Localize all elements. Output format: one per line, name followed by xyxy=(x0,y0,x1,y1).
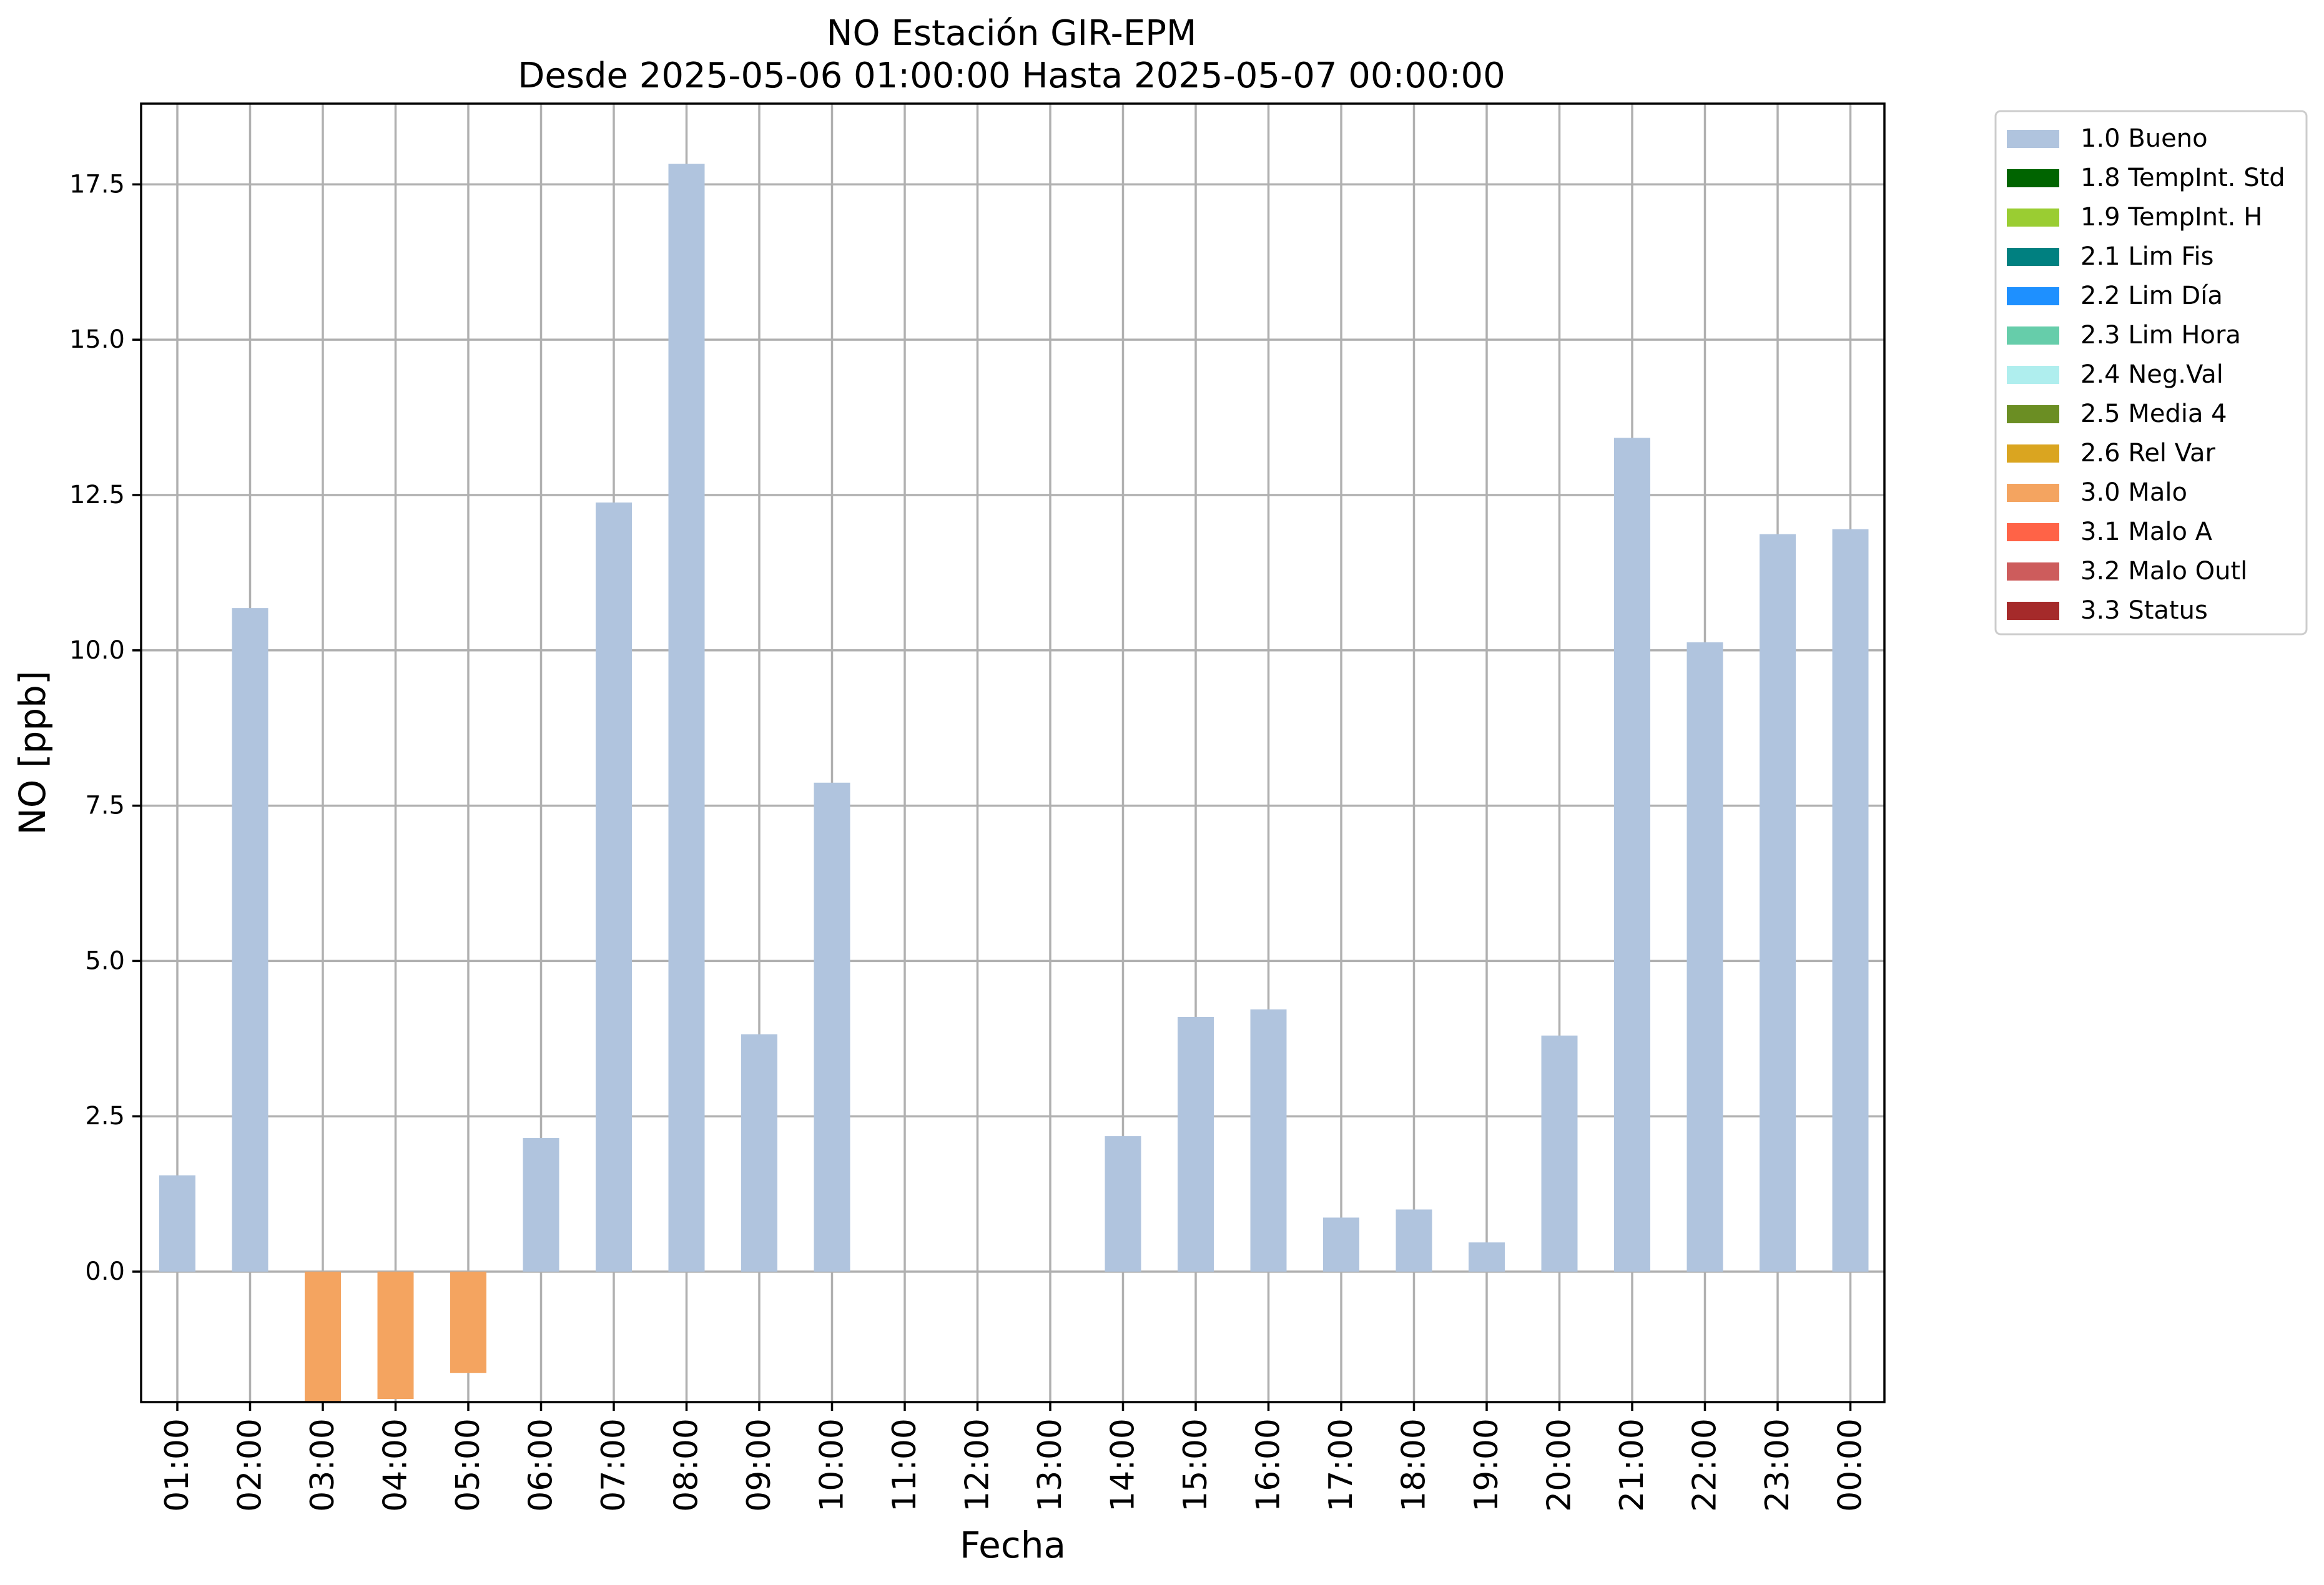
y-tick-label: 10.0 xyxy=(69,636,125,665)
bar xyxy=(232,608,268,1272)
bar xyxy=(1832,529,1869,1272)
legend-swatch xyxy=(2007,209,2059,227)
legend-label: 2.3 Lim Hora xyxy=(2080,321,2241,350)
chart-title: NO Estación GIR-EPM xyxy=(827,13,1197,54)
legend-swatch xyxy=(2007,287,2059,305)
bar xyxy=(1541,1035,1578,1272)
legend-swatch xyxy=(2007,130,2059,148)
y-tick-label: 12.5 xyxy=(69,481,125,509)
y-tick-label: 5.0 xyxy=(85,946,125,975)
x-tick-label: 21:00 xyxy=(1613,1418,1651,1512)
x-tick-label: 04:00 xyxy=(377,1418,415,1512)
legend-swatch xyxy=(2007,366,2059,384)
x-tick-label: 11:00 xyxy=(886,1418,923,1512)
bar xyxy=(814,782,850,1272)
x-tick-label: 10:00 xyxy=(814,1418,851,1512)
legend-swatch xyxy=(2007,169,2059,187)
bar xyxy=(1614,438,1650,1272)
bar xyxy=(1396,1209,1432,1272)
legend-swatch xyxy=(2007,444,2059,463)
legend-label: 1.0 Bueno xyxy=(2080,124,2208,153)
bar xyxy=(668,164,705,1272)
bar xyxy=(523,1138,559,1272)
legend-label: 3.3 Status xyxy=(2080,596,2208,625)
x-tick-label: 15:00 xyxy=(1177,1418,1214,1512)
legend-label: 2.1 Lim Fis xyxy=(2080,242,2213,271)
bar xyxy=(1686,642,1723,1272)
bar xyxy=(596,502,632,1272)
legend-swatch xyxy=(2007,523,2059,541)
legend-swatch xyxy=(2007,248,2059,266)
legend-label: 3.0 Malo xyxy=(2080,478,2187,507)
bar xyxy=(1760,534,1796,1272)
bars xyxy=(159,164,1869,1402)
y-tick-label: 0.0 xyxy=(85,1257,125,1286)
x-tick-label: 12:00 xyxy=(959,1418,997,1512)
x-tick-label: 06:00 xyxy=(523,1418,560,1512)
legend: 1.0 Bueno 1.8 TempInt. Std 1.9 TempInt. H 2… xyxy=(1994,110,2308,635)
x-tick-label: 18:00 xyxy=(1396,1418,1433,1512)
bar xyxy=(450,1272,486,1373)
y-tick-label: 17.5 xyxy=(69,170,125,199)
bar xyxy=(159,1175,195,1272)
legend-label: 2.4 Neg.Val xyxy=(2080,360,2223,389)
y-axis-label: NO [ppb] xyxy=(11,670,54,835)
legend-label: 3.2 Malo Outl xyxy=(2080,557,2247,586)
legend-label: 2.6 Rel Var xyxy=(2080,439,2216,468)
x-tick-label: 20:00 xyxy=(1541,1418,1578,1512)
legend-frame xyxy=(1994,110,2308,635)
bar xyxy=(305,1272,341,1402)
legend-label: 1.8 TempInt. Std xyxy=(2080,164,2285,192)
legend-swatch xyxy=(2007,484,2059,502)
x-tick-label: 23:00 xyxy=(1759,1418,1796,1512)
x-tick-label: 09:00 xyxy=(741,1418,778,1512)
legend-label: 2.5 Media 4 xyxy=(2080,400,2227,428)
bar xyxy=(1250,1009,1287,1272)
plot-frame xyxy=(140,102,1886,1403)
legend-items: 1.0 Bueno 1.8 TempInt. Std 1.9 TempInt. H 2… xyxy=(2007,124,2285,625)
x-tick-label: 00:00 xyxy=(1832,1418,1869,1512)
bar xyxy=(741,1034,777,1272)
bar xyxy=(1105,1136,1141,1272)
x-tick-label: 16:00 xyxy=(1250,1418,1288,1512)
x-tick-label: 14:00 xyxy=(1105,1418,1142,1512)
x-tick-label: 05:00 xyxy=(450,1418,487,1512)
legend-swatch xyxy=(2007,602,2059,620)
axis-ticks: 01:00 02:00 03:00 04:00 05:00 06:00 07:00 08:00… xyxy=(69,170,1869,1511)
x-axis-label: Fecha xyxy=(960,1524,1066,1566)
x-tick-label: 01:00 xyxy=(159,1418,196,1512)
legend-swatch xyxy=(2007,326,2059,345)
x-tick-label: 13:00 xyxy=(1032,1418,1069,1512)
y-tick-label: 7.5 xyxy=(85,792,125,820)
x-tick-label: 02:00 xyxy=(232,1418,269,1512)
x-tick-label: 19:00 xyxy=(1468,1418,1505,1512)
x-tick-label: 07:00 xyxy=(595,1418,633,1512)
bar xyxy=(1323,1217,1359,1272)
bar xyxy=(1469,1242,1505,1272)
y-tick-label: 2.5 xyxy=(85,1102,125,1131)
y-tick-label: 15.0 xyxy=(69,325,125,354)
legend-swatch xyxy=(2007,405,2059,423)
x-tick-label: 22:00 xyxy=(1686,1418,1724,1512)
legend-label: 1.9 TempInt. H xyxy=(2080,203,2262,232)
chart-subtitle: Desde 2025-05-06 01:00:00 Hasta 2025-05-… xyxy=(518,56,1505,96)
bar xyxy=(1178,1016,1214,1272)
x-tick-label: 03:00 xyxy=(304,1418,342,1512)
x-tick-label: 08:00 xyxy=(668,1418,706,1512)
legend-label: 3.1 Malo A xyxy=(2080,518,2213,546)
bar xyxy=(377,1272,414,1400)
legend-label: 2.2 Lim Día xyxy=(2080,282,2223,310)
x-tick-label: 17:00 xyxy=(1322,1418,1360,1512)
legend-swatch xyxy=(2007,562,2059,581)
